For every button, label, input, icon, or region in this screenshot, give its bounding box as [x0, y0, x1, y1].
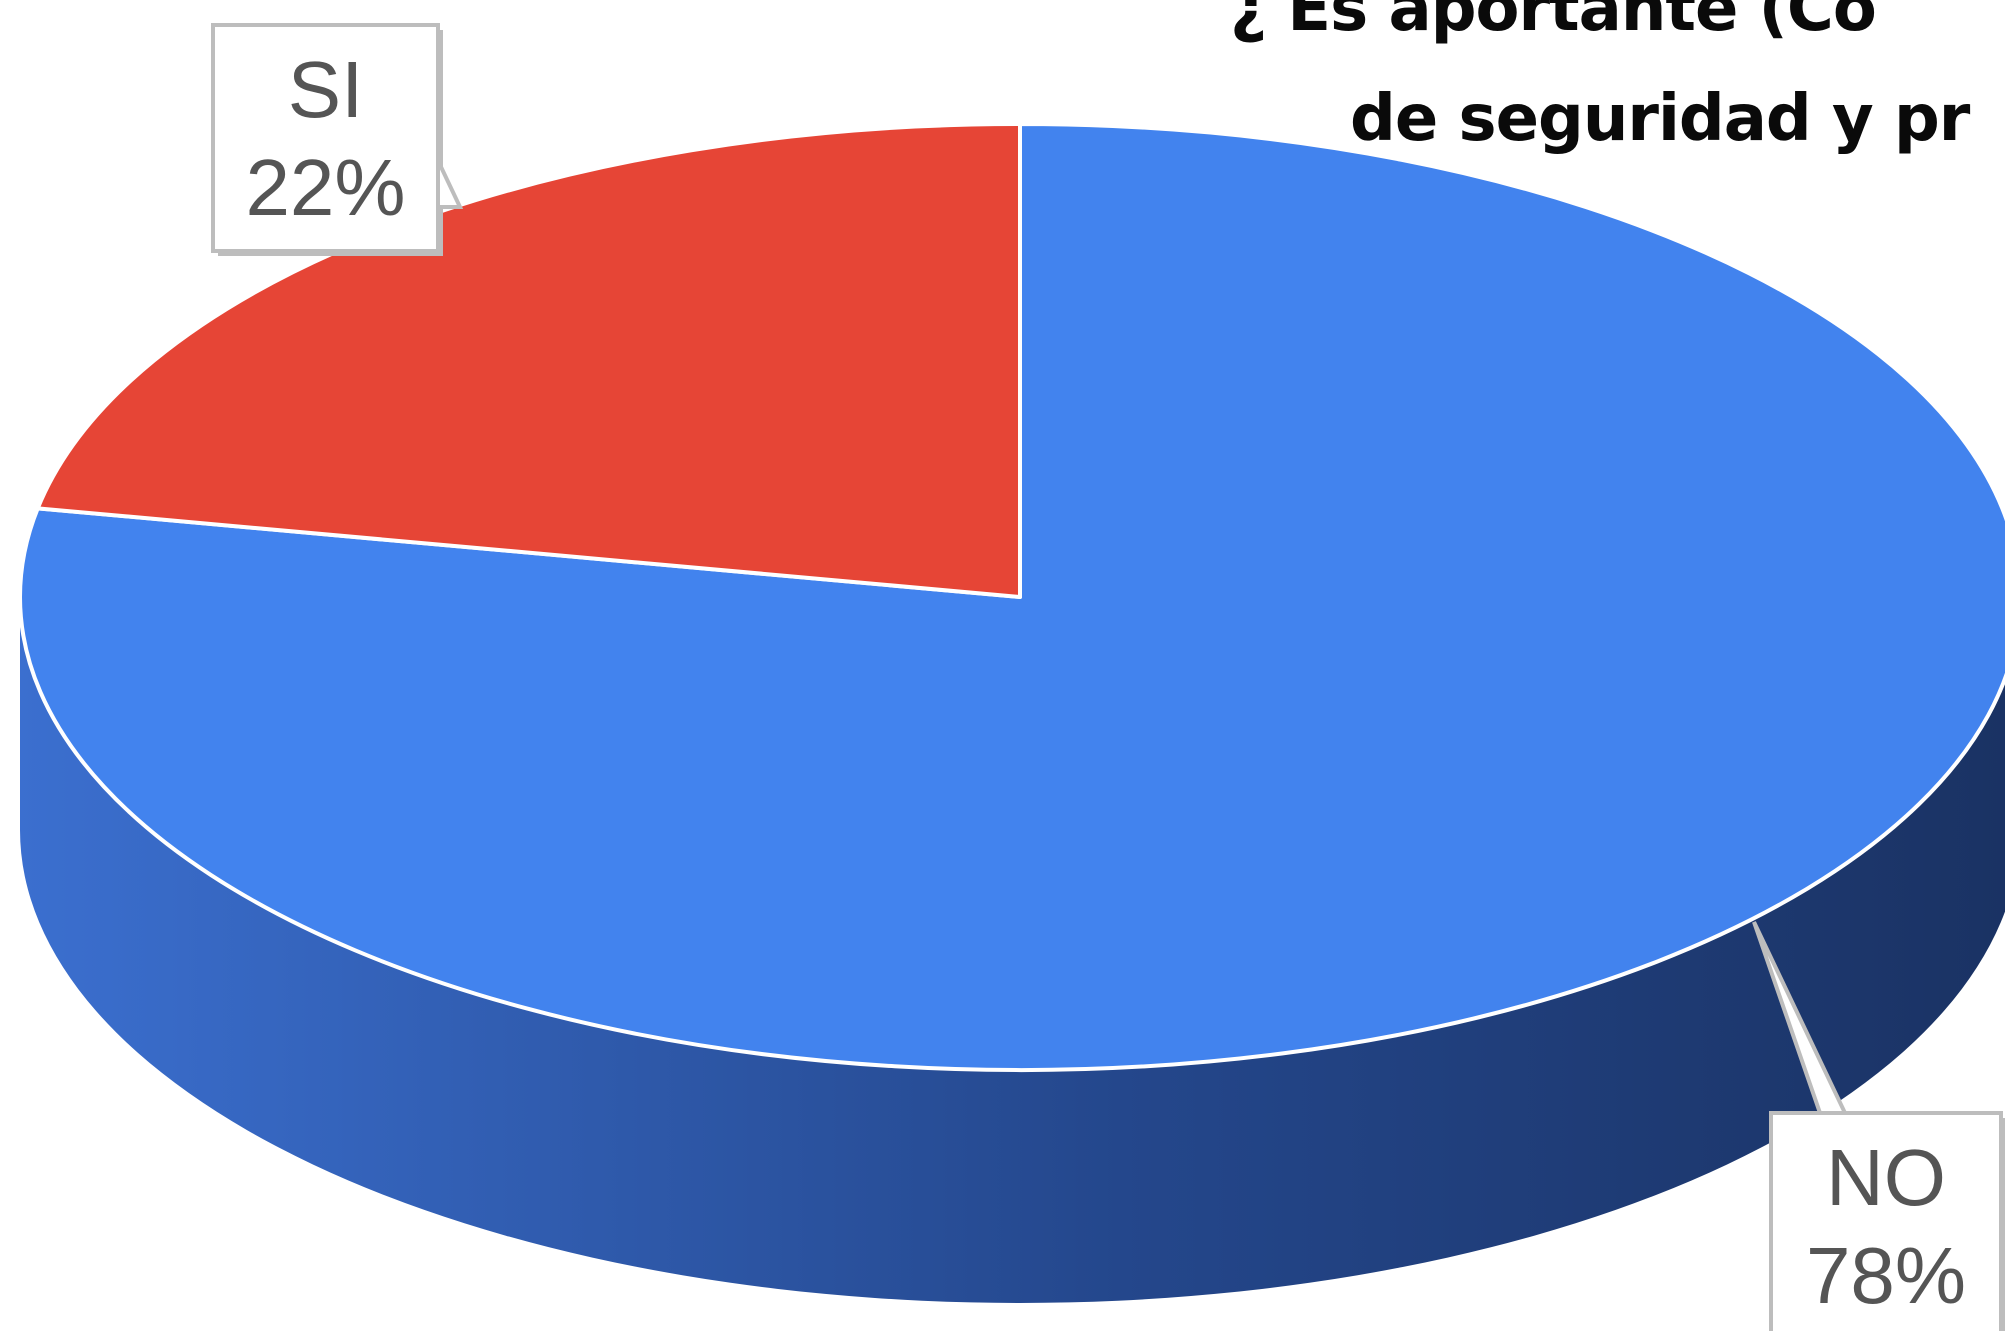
label-no-value: 78% — [1806, 1231, 1966, 1320]
label-si-category: SI — [288, 45, 364, 134]
label-no-category: NO — [1826, 1133, 1946, 1222]
label-si: SI 22% — [211, 23, 464, 256]
chart-title-line-2: de seguridad y pr — [1350, 82, 1970, 156]
chart-title: ¿ Es aportante (Co de seguridad y pr — [1230, 0, 2005, 174]
label-si-value: 22% — [245, 143, 405, 232]
label-no: NO 78% — [1752, 921, 2005, 1331]
label-no-box — [1769, 1111, 2003, 1331]
label-si-box — [211, 23, 440, 253]
pie-group — [18, 122, 2005, 1303]
chart-title-line-1: ¿ Es aportante (Co — [1230, 0, 1877, 46]
data-labels: SI 22% NO 78% — [211, 23, 2005, 1331]
slice-no-side — [20, 597, 2005, 1303]
